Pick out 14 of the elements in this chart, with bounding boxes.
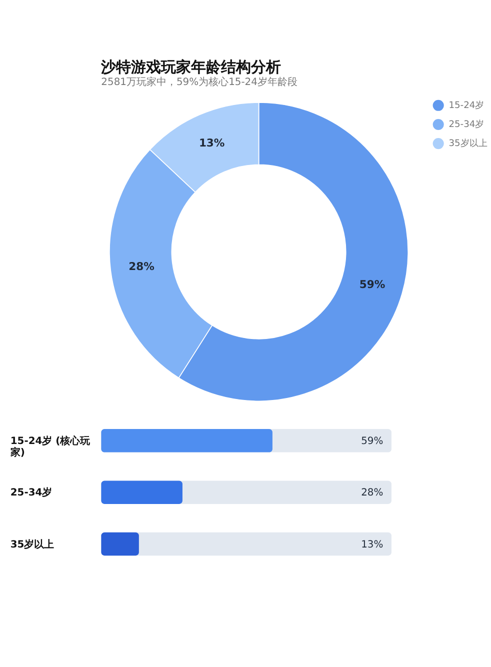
y-tick-label: 35岁以上 [10,538,54,550]
data-label: 59% [359,278,386,292]
legend-label: 35岁以上 [448,138,488,150]
legend-label: 25-34岁 [448,118,484,130]
data-label: 13% [198,136,225,150]
y-tick-label: 25-34岁 [10,486,52,499]
data-label: 28% [361,488,384,499]
data-label: 28% [128,260,155,273]
data-label: 13% [361,539,384,550]
chart-title: 沙特游戏玩家年龄结构分析 [100,58,282,76]
chart-subtitle: 2581万玩家中，59%为核心15-24岁年龄段 [101,76,298,88]
data-label: 59% [361,436,384,447]
y-tick-label: 15-24岁 (核心玩家) [9,434,92,459]
legend-label: 15-24岁 [448,100,484,111]
